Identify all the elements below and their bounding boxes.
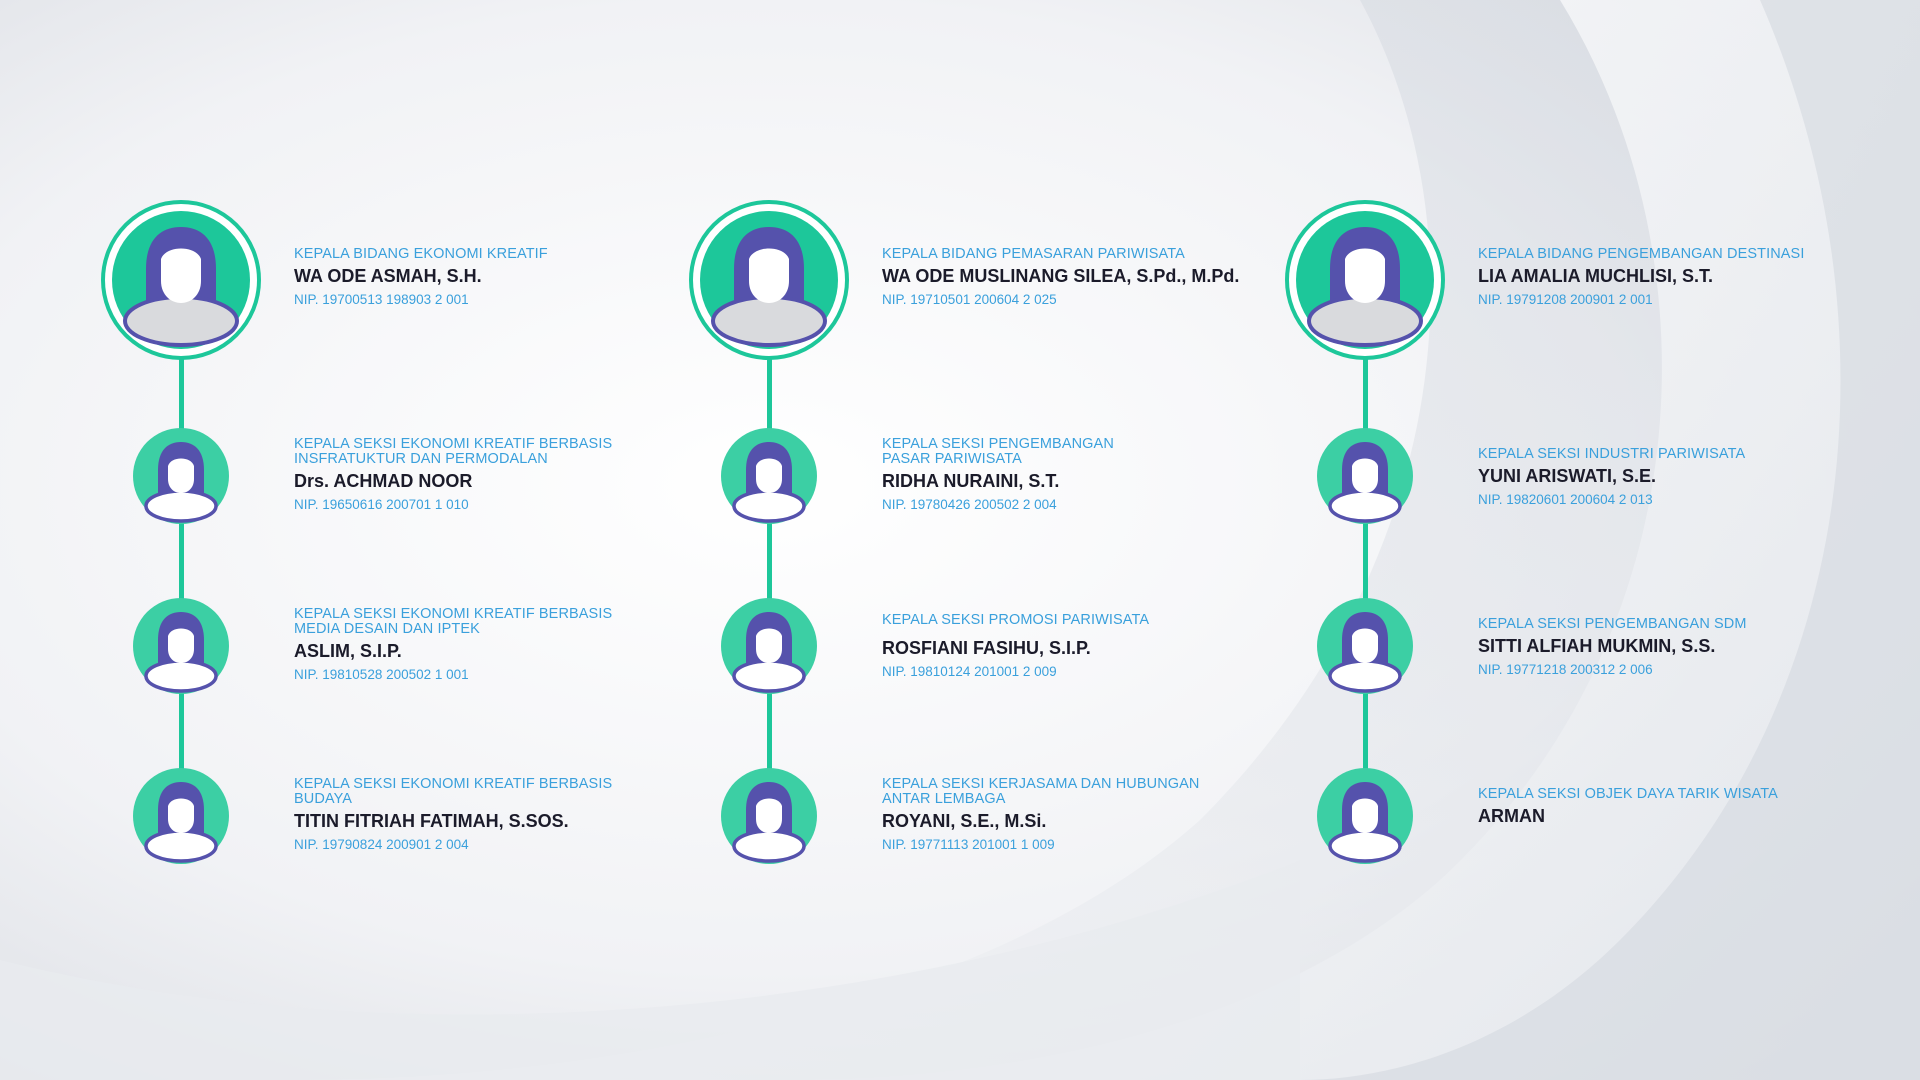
staff-nip: NIP. 19780426 200502 2 004	[882, 497, 1057, 512]
female-user-avatar-icon	[101, 200, 261, 360]
head-name: LIA AMALIA MUCHLISI, S.T.	[1478, 266, 1713, 286]
staff-nip: NIP. 19820601 200604 2 013	[1478, 492, 1653, 507]
head-role: KEPALA BIDANG PENGEMBANGAN DESTINASI	[1478, 246, 1805, 262]
staff-role: KEPALA SEKSI EKONOMI KREATIF BERBASIS ME…	[294, 606, 613, 637]
female-user-avatar-icon	[133, 768, 229, 864]
staff-info: KEPALA SEKSI OBJEK DAYA TARIK WISATA ARM…	[1478, 787, 1898, 832]
head-role: KEPALA BIDANG EKONOMI KREATIF	[294, 246, 548, 262]
staff-nip: NIP. 19810528 200502 1 001	[294, 667, 469, 682]
staff-name: YUNI ARISWATI, S.E.	[1478, 466, 1657, 486]
staff-nip: NIP. 19650616 200701 1 010	[294, 497, 469, 512]
staff-name: TITIN FITRIAH FATIMAH, S.SOS.	[294, 811, 569, 831]
staff-nip: NIP. 19771218 200312 2 006	[1478, 662, 1653, 677]
female-user-avatar-icon	[689, 200, 849, 360]
staff-name: ASLIM, S.I.P.	[294, 641, 402, 661]
female-user-avatar-icon	[721, 428, 817, 524]
head-nip: NIP. 19710501 200604 2 025	[882, 292, 1057, 307]
staff-role: KEPALA SEKSI KERJASAMA DAN HUBUNGAN ANTA…	[882, 776, 1200, 807]
female-user-avatar-icon	[721, 598, 817, 694]
staff-info: KEPALA SEKSI EKONOMI KREATIF BERBASIS BU…	[294, 777, 714, 853]
staff-name: SITTI ALFIAH MUKMIN, S.S.	[1478, 636, 1716, 656]
staff-name: ROSFIANI FASIHU, S.I.P.	[882, 638, 1091, 658]
female-user-avatar-icon	[721, 768, 817, 864]
female-user-avatar-icon	[1317, 598, 1413, 694]
staff-nip: NIP. 19790824 200901 2 004	[294, 837, 469, 852]
female-user-avatar-icon	[133, 598, 229, 694]
connector-line	[179, 350, 184, 820]
staff-role: KEPALA SEKSI OBJEK DAYA TARIK WISATA	[1478, 786, 1778, 802]
staff-nip: NIP. 19771113 201001 1 009	[882, 837, 1055, 852]
staff-role: KEPALA SEKSI PENGEMBANGAN PASAR PARIWISA…	[882, 436, 1114, 467]
head-info: KEPALA BIDANG PENGEMBANGAN DESTINASI LIA…	[1478, 247, 1898, 308]
head-nip: NIP. 19791208 200901 2 001	[1478, 292, 1653, 307]
staff-info: KEPALA SEKSI KERJASAMA DAN HUBUNGAN ANTA…	[882, 777, 1302, 853]
connector-line	[767, 350, 772, 820]
org-column-pemasaran-pariwisata: KEPALA BIDANG PEMASARAN PARIWISATA WA OD…	[688, 0, 1288, 1080]
org-column-pengembangan-destinasi: KEPALA BIDANG PENGEMBANGAN DESTINASI LIA…	[1284, 0, 1884, 1080]
female-user-avatar-icon	[1317, 428, 1413, 524]
staff-info: KEPALA SEKSI INDUSTRI PARIWISATA YUNI AR…	[1478, 447, 1898, 508]
staff-info: KEPALA SEKSI PENGEMBANGAN SDM SITTI ALFI…	[1478, 617, 1898, 678]
staff-role: KEPALA SEKSI EKONOMI KREATIF BERBASIS BU…	[294, 776, 613, 807]
staff-name: ARMAN	[1478, 806, 1545, 826]
female-user-avatar-icon	[1317, 768, 1413, 864]
org-column-ekonomi-kreatif: KEPALA BIDANG EKONOMI KREATIF WA ODE ASM…	[100, 0, 700, 1080]
staff-info: KEPALA SEKSI PROMOSI PARIWISATA ROSFIANI…	[882, 613, 1302, 680]
staff-name: ROYANI, S.E., M.Si.	[882, 811, 1047, 831]
staff-role: KEPALA SEKSI EKONOMI KREATIF BERBASIS IN…	[294, 436, 613, 467]
connector-line	[1363, 350, 1368, 820]
head-info: KEPALA BIDANG PEMASARAN PARIWISATA WA OD…	[882, 247, 1302, 308]
head-name: WA ODE ASMAH, S.H.	[294, 266, 482, 286]
head-info: KEPALA BIDANG EKONOMI KREATIF WA ODE ASM…	[294, 247, 714, 308]
female-user-avatar-icon	[133, 428, 229, 524]
staff-name: Drs. ACHMAD NOOR	[294, 471, 473, 491]
female-user-avatar-icon	[1285, 200, 1445, 360]
head-name: WA ODE MUSLINANG SILEA, S.Pd., M.Pd.	[882, 266, 1240, 286]
staff-nip: NIP. 19810124 201001 2 009	[882, 664, 1057, 679]
staff-info: KEPALA SEKSI PENGEMBANGAN PASAR PARIWISA…	[882, 437, 1302, 513]
staff-info: KEPALA SEKSI EKONOMI KREATIF BERBASIS ME…	[294, 607, 714, 683]
staff-role: KEPALA SEKSI PROMOSI PARIWISATA	[882, 612, 1150, 628]
staff-role: KEPALA SEKSI PENGEMBANGAN SDM	[1478, 616, 1747, 632]
head-role: KEPALA BIDANG PEMASARAN PARIWISATA	[882, 246, 1185, 262]
head-nip: NIP. 19700513 198903 2 001	[294, 292, 469, 307]
staff-name: RIDHA NURAINI, S.T.	[882, 471, 1060, 491]
staff-info: KEPALA SEKSI EKONOMI KREATIF BERBASIS IN…	[294, 437, 714, 513]
staff-role: KEPALA SEKSI INDUSTRI PARIWISATA	[1478, 446, 1746, 462]
